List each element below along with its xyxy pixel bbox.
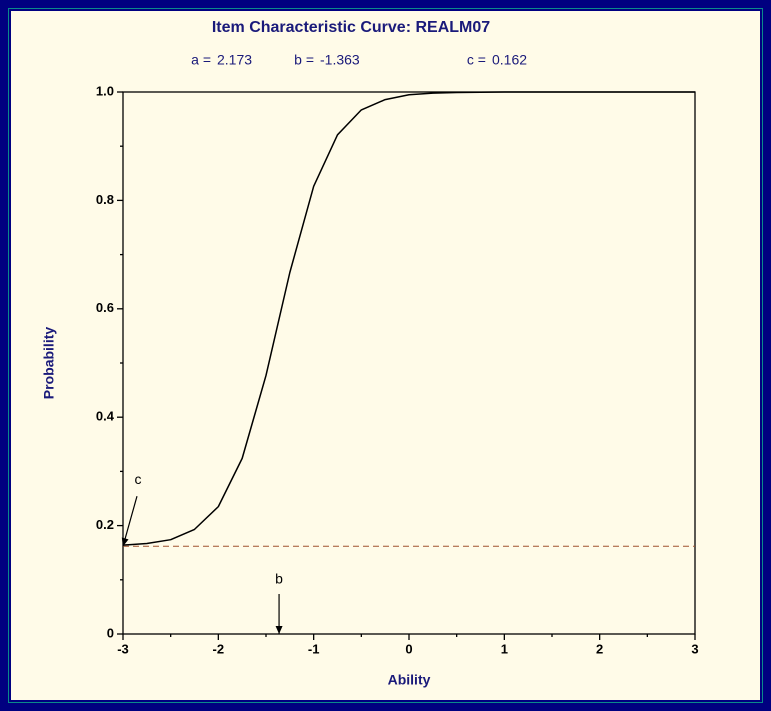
y-tick-label: 1.0 <box>96 83 114 98</box>
chart-title: Item Characteristic Curve: REALM07 <box>212 19 490 36</box>
x-tick-label: -1 <box>308 641 320 656</box>
icc-curve <box>122 91 695 546</box>
y-tick-label: 0.4 <box>96 409 115 424</box>
b-arrow-head <box>275 626 283 634</box>
x-tick-label: 3 <box>691 641 698 656</box>
y-tick-label: 0 <box>107 625 114 640</box>
x-tick-label: 0 <box>405 641 412 656</box>
inner-frame-line <box>8 8 763 703</box>
x-tick-label: 1 <box>501 641 508 656</box>
y-axis-label: Probability <box>41 327 57 400</box>
background <box>11 11 760 700</box>
y-tick-label: 0.6 <box>96 300 114 315</box>
c-arrow <box>122 496 138 547</box>
x-tick-label: -2 <box>213 641 225 656</box>
y-tick-label: 0.8 <box>96 192 114 207</box>
c-arrow-head <box>121 537 129 547</box>
b-annotation: b <box>275 571 283 587</box>
param-label: c = <box>467 52 486 68</box>
x-tick-label: 2 <box>596 641 603 656</box>
param-label: a = <box>191 52 211 68</box>
param-value: -1.363 <box>320 52 360 68</box>
c-annotation: c <box>135 471 142 487</box>
param-label: b = <box>294 52 314 68</box>
param-value: 2.173 <box>217 52 252 68</box>
x-tick-label: -3 <box>117 641 129 656</box>
param-value: 0.162 <box>492 52 527 68</box>
x-axis-label: Ability <box>388 672 431 688</box>
y-tick-label: 0.2 <box>96 517 114 532</box>
